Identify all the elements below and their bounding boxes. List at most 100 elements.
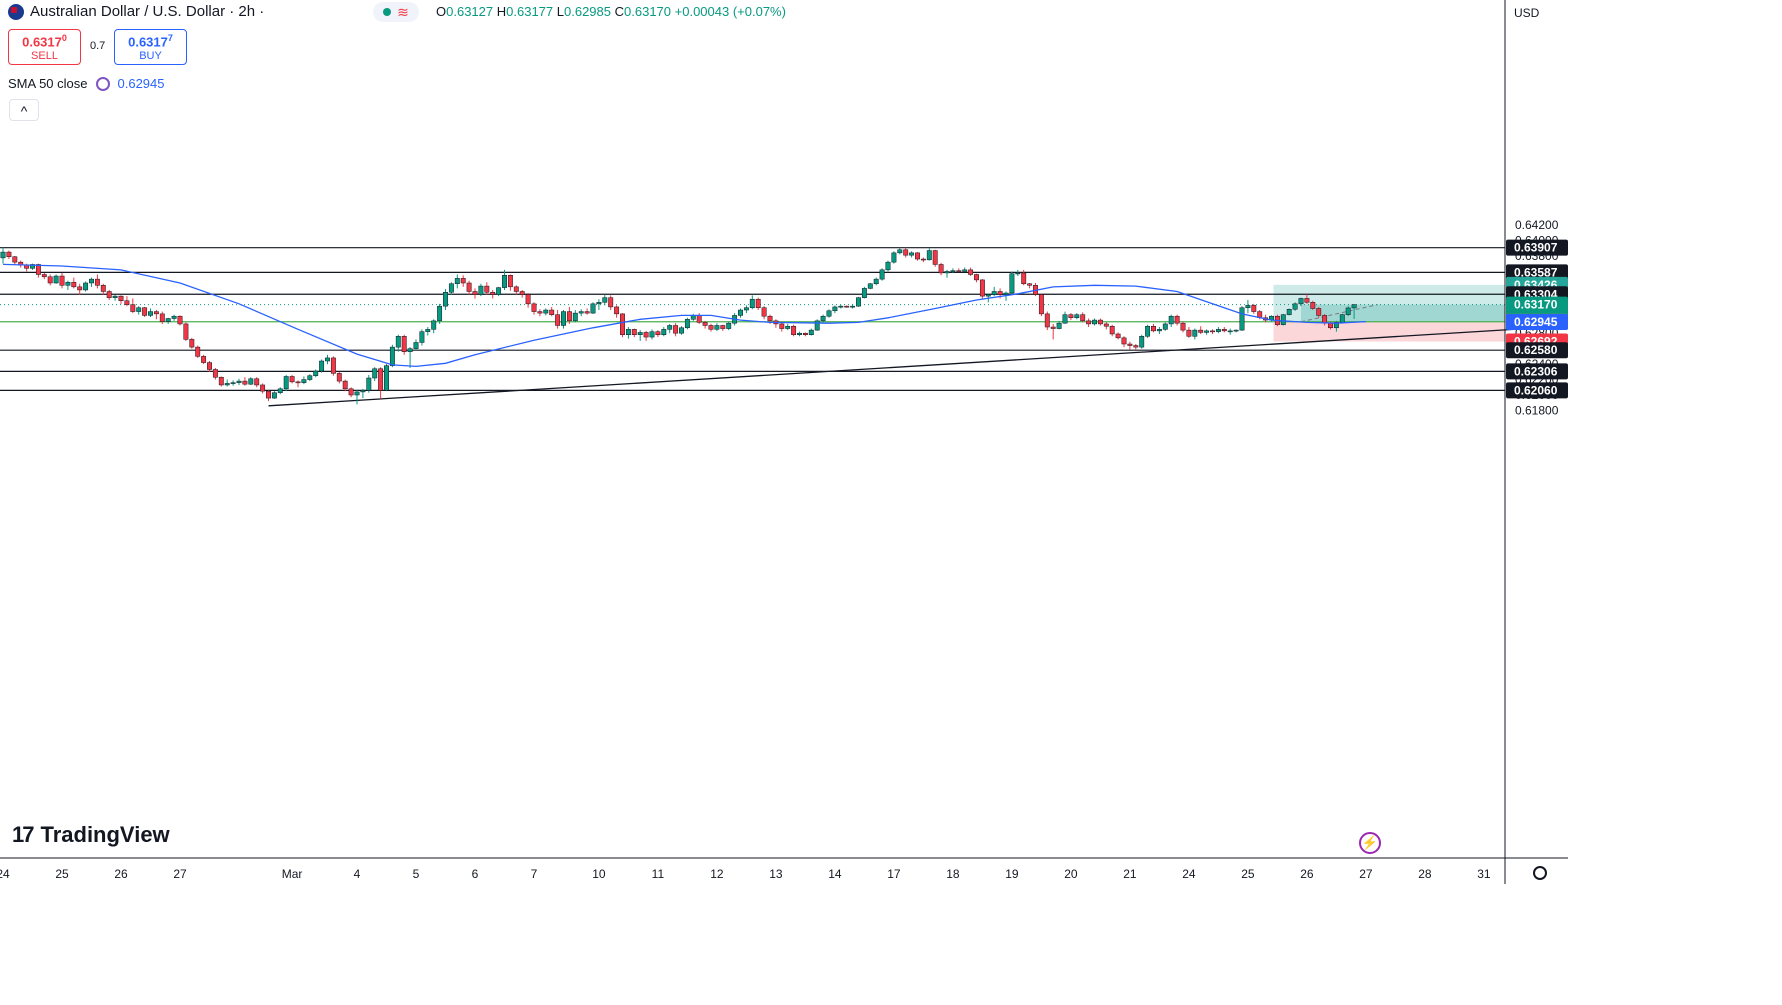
candle-body-37 [218, 376, 224, 386]
candle-body-61 [360, 390, 366, 393]
candle-body-180 [1062, 314, 1068, 324]
candle-body-29 [171, 315, 177, 319]
candle-body-105 [620, 313, 625, 335]
candle-body-115 [679, 327, 684, 334]
candle-body-78 [460, 278, 466, 284]
candle-body-186 [1097, 319, 1103, 325]
candle-body-86 [507, 275, 513, 288]
buy-label: BUY [139, 50, 162, 63]
collapse-legend-button[interactable]: ^ [9, 99, 39, 121]
candle-body-42 [248, 378, 254, 385]
candle-body-168 [991, 291, 997, 295]
candle-body-40 [236, 380, 242, 383]
candle-body-132 [779, 323, 785, 329]
candle-body-121 [714, 325, 720, 330]
candle-body-152 [897, 249, 903, 254]
candle-body-146 [861, 288, 867, 298]
candle-body-28 [165, 318, 171, 322]
candle-body-165 [974, 274, 979, 281]
candle-body-125 [738, 309, 743, 316]
loading-icon [95, 76, 110, 91]
candle-body-159 [938, 264, 944, 274]
candle-body-128 [755, 298, 761, 308]
candle-body-20 [118, 295, 124, 302]
symbol-header[interactable]: Australian Dollar / U.S. Dollar · 2h · [8, 3, 264, 20]
time-tick-label: 31 [1477, 867, 1491, 881]
candle-body-11 [65, 281, 71, 286]
candle-body-21 [124, 300, 130, 305]
candle-body-227 [1339, 314, 1345, 323]
candle-body-7 [41, 274, 47, 278]
candle-body-154 [909, 252, 915, 256]
candle-body-149 [879, 269, 885, 280]
gear-icon[interactable] [1533, 866, 1547, 880]
tradingview-logo[interactable]: 17 TradingView [12, 822, 170, 848]
candle-body-41 [242, 380, 248, 385]
candle-body-183 [1080, 314, 1086, 322]
candle-body-12 [71, 281, 77, 288]
candle-body-30 [177, 315, 183, 325]
candle-body-204 [1204, 330, 1210, 333]
candle-body-83 [490, 292, 496, 295]
candle-body-191 [1127, 343, 1133, 346]
candle-body-205 [1210, 330, 1215, 333]
sell-button[interactable]: 0.63170 SELL [8, 29, 81, 65]
candle-body-161 [950, 270, 956, 272]
time-tick-label: 17 [887, 867, 901, 881]
candle-body-0 [0, 251, 6, 259]
sma-value: 0.62945 [117, 76, 165, 91]
candle-body-179 [1056, 322, 1062, 329]
candle-body-189 [1115, 333, 1121, 339]
candle-body-39 [230, 382, 236, 384]
currency-label[interactable]: USD [1514, 6, 1540, 20]
time-tick-label: 12 [710, 867, 724, 881]
candle-body-156 [920, 258, 926, 261]
candle-body-206 [1215, 329, 1221, 332]
trendline [268, 328, 1514, 407]
candle-body-187 [1103, 323, 1109, 327]
candle-body-192 [1133, 345, 1139, 348]
candle-body-116 [684, 319, 690, 329]
candle-body-107 [631, 329, 637, 335]
candle-body-89 [525, 294, 531, 305]
candle-body-151 [891, 252, 897, 263]
candle-body-113 [667, 325, 673, 330]
price-badge-9 [1506, 342, 1568, 359]
candle-body-64 [378, 368, 384, 391]
candle-body-155 [915, 252, 920, 260]
candle-body-15 [89, 278, 94, 284]
candle-body-141 [832, 306, 838, 312]
candle-body-118 [696, 315, 702, 323]
candle-body-201 [1186, 329, 1192, 337]
candle-body-202 [1192, 329, 1198, 337]
candle-body-26 [153, 311, 159, 315]
chart-plot[interactable]: 0.642000.640000.638000.634000.632000.630… [0, 0, 1568, 884]
time-tick-label: 24 [1182, 867, 1196, 881]
time-tick-label: 11 [652, 867, 665, 881]
candle-body-25 [148, 311, 153, 316]
candle-body-45 [266, 390, 271, 399]
sma-legend[interactable]: SMA 50 close 0.62945 [8, 76, 165, 91]
candle-body-58 [342, 380, 348, 390]
candle-body-75 [443, 292, 448, 307]
candle-body-210 [1239, 307, 1245, 331]
candle-body-38 [224, 383, 230, 386]
price-badge-label-0: 0.63907 [1514, 241, 1558, 255]
market-status-pill[interactable]: ≋ [373, 2, 419, 22]
buy-button[interactable]: 0.63177 BUY [114, 29, 187, 65]
currency-flag-icon [8, 3, 24, 20]
candle-body-178 [1050, 326, 1056, 329]
lightning-icon[interactable]: ⚡ [1359, 832, 1381, 854]
candle-body-49 [289, 376, 295, 383]
candle-body-127 [749, 298, 755, 308]
candle-body-229 [1351, 304, 1357, 309]
candle-body-19 [112, 295, 118, 298]
candle-body-171 [1009, 273, 1015, 294]
candle-body-170 [1003, 292, 1009, 295]
candle-body-130 [767, 315, 773, 322]
candle-body-99 [584, 311, 590, 314]
candle-body-209 [1233, 329, 1239, 332]
time-tick-label: 14 [828, 867, 842, 881]
candle-body-166 [979, 279, 985, 297]
candle-body-153 [903, 249, 909, 256]
